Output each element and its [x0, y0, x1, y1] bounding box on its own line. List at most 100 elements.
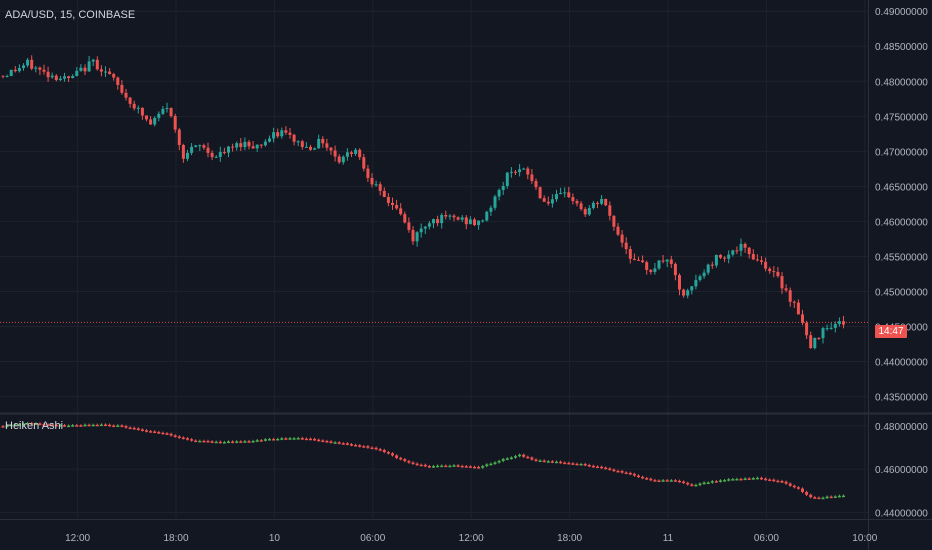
- axes: 0.435000000.440000000.445000000.45000000…: [65, 7, 928, 544]
- ha-body: [550, 461, 554, 463]
- ha-body: [210, 441, 214, 443]
- candle-body: [534, 180, 538, 188]
- ha-body: [809, 494, 813, 498]
- ha-body: [710, 481, 714, 483]
- candle-body: [1, 75, 5, 77]
- y-tick-label: 0.46000000: [875, 217, 928, 228]
- candle-body: [354, 149, 358, 154]
- candle-body: [198, 145, 202, 147]
- ha-body: [116, 425, 120, 427]
- candle-body: [75, 70, 79, 76]
- ha-body: [817, 497, 821, 500]
- y-tick-label: 0.48500000: [875, 42, 928, 53]
- ha-body: [30, 423, 34, 425]
- ha-body: [161, 432, 165, 435]
- ha-body: [784, 481, 788, 484]
- candle-body: [112, 74, 116, 78]
- candle-body: [686, 290, 690, 296]
- candle-body: [407, 222, 411, 230]
- candle-body: [87, 61, 91, 72]
- candle-body: [530, 174, 534, 181]
- candle-body: [337, 156, 341, 163]
- ha-body: [104, 424, 107, 427]
- candle-body: [415, 232, 419, 242]
- candle-body: [173, 116, 177, 130]
- candle-body: [809, 335, 813, 349]
- ha-body: [157, 432, 161, 434]
- y-tick-label: 0.43500000: [875, 393, 928, 404]
- candle-body: [186, 152, 189, 159]
- ha-body: [5, 425, 9, 427]
- ha-body: [411, 462, 415, 465]
- candle-body: [550, 199, 554, 204]
- ha-body: [522, 454, 526, 457]
- candle-body: [177, 129, 181, 145]
- indicator-title[interactable]: Heiken Ashi: [5, 420, 64, 432]
- candle-body: [645, 262, 649, 270]
- candle-body: [399, 208, 403, 215]
- symbol-title[interactable]: ADA/USD, 15, COINBASE: [5, 9, 136, 21]
- ha-body: [38, 423, 42, 425]
- ha-body: [124, 426, 128, 428]
- x-tick-label: 12:00: [459, 533, 484, 544]
- ha-body: [563, 462, 567, 465]
- y-tick-label: 0.45000000: [875, 287, 928, 298]
- candle-body: [702, 272, 706, 277]
- y-tick-label: 0.49000000: [875, 7, 928, 18]
- candle-body: [801, 314, 804, 323]
- ha-body: [801, 488, 804, 492]
- candle-body: [46, 71, 50, 78]
- candle-body: [108, 71, 112, 75]
- heiken-ashi-bars: [1, 421, 845, 500]
- ha-body: [485, 464, 489, 467]
- ha-body: [731, 479, 735, 481]
- ha-body: [509, 457, 513, 460]
- candle-body: [542, 198, 546, 202]
- candle-body: [727, 254, 731, 259]
- ha-body: [362, 446, 366, 448]
- candle-body: [259, 144, 263, 146]
- candle-body: [805, 322, 809, 336]
- candle-body: [325, 143, 329, 148]
- ha-body: [87, 424, 91, 427]
- candle-body: [456, 217, 460, 220]
- candle-body: [202, 145, 206, 148]
- ha-body: [645, 478, 649, 480]
- ha-body: [194, 440, 198, 443]
- ha-body: [575, 463, 579, 466]
- candle-body: [690, 286, 694, 291]
- candle-body: [280, 130, 284, 137]
- candle-body: [17, 68, 21, 72]
- candle-body: [833, 323, 837, 328]
- ha-body: [526, 456, 530, 459]
- ha-body: [464, 466, 468, 468]
- candle-body: [477, 220, 481, 226]
- ha-body: [235, 441, 239, 443]
- ha-body: [67, 425, 71, 428]
- ha-body: [714, 481, 718, 483]
- candle-body: [71, 75, 75, 79]
- x-tick-label: 10:00: [852, 533, 877, 544]
- candle-body: [678, 275, 681, 290]
- candle-body: [366, 168, 370, 178]
- ha-body: [63, 425, 66, 427]
- ha-body: [46, 424, 50, 427]
- candle-body: [600, 198, 604, 204]
- candle-body: [145, 115, 148, 120]
- ha-body: [448, 465, 452, 468]
- candle-body: [464, 217, 468, 225]
- candle-body: [604, 198, 608, 206]
- ha-body: [780, 481, 784, 483]
- ha-body: [382, 450, 386, 453]
- candle-body: [829, 327, 833, 329]
- candle-body: [423, 226, 427, 229]
- candle-body: [653, 268, 657, 272]
- ha-body: [813, 497, 817, 499]
- ha-body: [501, 459, 505, 461]
- candle-body: [116, 77, 120, 85]
- ha-body: [128, 427, 132, 430]
- ha-body: [542, 460, 546, 463]
- candle-body: [546, 201, 550, 204]
